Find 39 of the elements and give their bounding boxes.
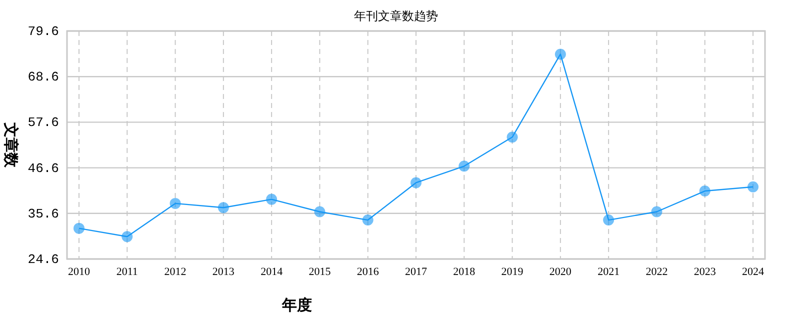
y-tick-label: 68.6 [28,70,59,85]
point [506,132,518,143]
point [651,206,662,218]
x-axis-title: 年度 [281,296,312,314]
point [74,222,84,234]
x-tick-label: 2023 [694,266,716,278]
y-tick-label: 35.6 [28,206,59,222]
y-tick-label: 79.6 [28,24,59,39]
x-tick-label: 2015 [308,266,332,278]
x-tick-label: 2017 [405,266,428,278]
x-tick-label: 2011 [116,266,138,278]
x-tick-label: 2024 [742,266,764,278]
x-tick-label: 2012 [164,266,186,278]
point [554,48,566,60]
point [362,214,374,226]
x-tick-label: 2014 [260,266,284,278]
point [699,186,710,197]
point [266,194,278,205]
point [603,214,614,226]
y-tick-label: 57.6 [28,115,59,130]
x-tick-label: 2021 [598,266,620,278]
x-tick-label: 2019 [501,266,524,278]
x-tick-label: 2016 [356,266,380,278]
x-tick-label: 2010 [68,266,90,278]
point [458,160,470,172]
point [314,206,326,218]
point [218,202,229,214]
point [748,181,758,192]
point [170,198,181,209]
x-tick-label: 2022 [646,266,668,278]
chart-title: 年刊文章数趋势 [354,9,438,23]
x-tick-label: 2018 [453,266,476,278]
y-tick-label: 46.6 [28,160,59,176]
x-tick-label: 2020 [549,266,572,278]
x-tick-label: 2013 [212,266,235,278]
point [122,231,133,242]
y-axis-title: 文章数 [2,122,20,168]
y-tick-label: 24.6 [28,252,59,267]
point [410,177,422,188]
